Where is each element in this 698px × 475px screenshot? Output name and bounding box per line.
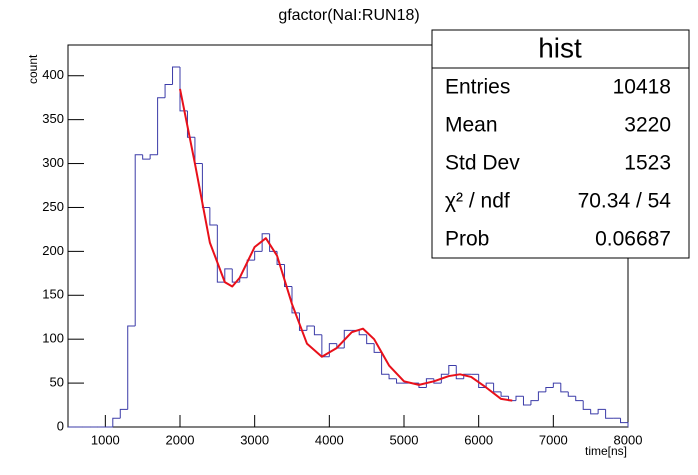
y-tick-label: 0 xyxy=(57,418,64,433)
histogram-bin xyxy=(388,374,397,380)
histogram-bin xyxy=(381,352,390,375)
y-tick-label: 350 xyxy=(42,111,64,126)
histogram-bin xyxy=(112,417,121,427)
histogram-bin xyxy=(515,395,524,401)
histogram-bin xyxy=(306,325,315,331)
x-tick-label: 3000 xyxy=(240,432,269,447)
stats-label: Std Dev xyxy=(445,152,520,175)
y-axis-label: count xyxy=(26,54,40,84)
histogram-bin xyxy=(433,378,442,384)
x-tick-label: 1000 xyxy=(91,432,120,447)
x-axis-label: time[ns] xyxy=(585,444,627,458)
stats-value: 1523 xyxy=(624,152,671,175)
histogram-bin xyxy=(239,277,248,283)
histogram-bin xyxy=(164,84,173,98)
x-tick-label: 7000 xyxy=(539,432,568,447)
histogram-bin xyxy=(186,110,195,138)
histogram-bin xyxy=(298,312,307,331)
histogram-bin xyxy=(620,418,629,427)
histogram-bin xyxy=(157,97,166,155)
y-tick-label: 150 xyxy=(42,287,64,302)
histogram-bin xyxy=(284,264,292,287)
histogram-bin xyxy=(291,286,300,314)
histogram-bin xyxy=(575,396,584,402)
histogram-bin xyxy=(127,325,136,410)
stats-value: 70.34 / 54 xyxy=(578,190,672,213)
histogram-bin xyxy=(448,365,457,375)
histogram-bin xyxy=(224,268,233,283)
stats-box: hist Entries 10418 Mean 3220 Std Dev 1523 χ² /… xyxy=(431,29,690,259)
x-tick-label: 5000 xyxy=(390,432,419,447)
histogram-bin xyxy=(522,396,531,406)
stats-value: 10418 xyxy=(613,76,671,99)
histogram-bin xyxy=(440,373,449,384)
histogram-bin xyxy=(493,383,502,393)
histogram-bin xyxy=(172,66,180,85)
y-tick-label: 400 xyxy=(42,67,64,82)
fit-curve xyxy=(179,88,513,402)
histogram-bin xyxy=(343,329,352,348)
histogram-bin xyxy=(313,326,322,336)
x-tick-label: 4000 xyxy=(315,432,344,447)
histogram-bin xyxy=(545,386,554,392)
histogram-bin xyxy=(590,409,599,415)
histogram-bin xyxy=(396,378,404,384)
histogram-bin xyxy=(537,391,546,401)
stats-value: 0.06687 xyxy=(595,228,671,251)
histogram-bin xyxy=(142,154,151,160)
y-tick-label: 300 xyxy=(42,155,64,170)
histogram-bin xyxy=(209,207,218,226)
stats-label: χ² / ndf xyxy=(445,190,510,213)
histogram-bin xyxy=(194,137,203,165)
y-tick-label: 200 xyxy=(42,243,64,258)
histogram-bin xyxy=(530,400,539,406)
x-tick-label: 8000 xyxy=(614,432,643,447)
stats-label: Mean xyxy=(445,114,498,137)
histogram-bin xyxy=(455,365,464,380)
histogram-bin xyxy=(560,383,569,393)
histogram-bin xyxy=(246,259,255,278)
histogram-bin xyxy=(201,163,210,208)
histogram-bin xyxy=(261,233,270,252)
x-tick-label: 6000 xyxy=(464,432,493,447)
x-tick-label: 2000 xyxy=(166,432,195,447)
y-tick-label: 100 xyxy=(42,331,64,346)
y-tick-label: 50 xyxy=(50,375,64,390)
histogram-bin xyxy=(149,154,158,160)
histogram-bin xyxy=(216,225,225,283)
stats-label: Entries xyxy=(445,76,510,99)
histogram-bin xyxy=(605,409,614,419)
histogram-bin xyxy=(425,378,434,388)
stats-label: Prob xyxy=(445,228,489,251)
histogram-bin xyxy=(358,330,367,336)
histogram-bin xyxy=(119,408,128,419)
histogram-bin xyxy=(254,250,263,261)
histogram-bin xyxy=(485,382,494,388)
histogram-bin xyxy=(373,343,382,353)
stats-value: 3220 xyxy=(624,114,671,137)
histogram-bin xyxy=(597,408,606,414)
histogram-bin xyxy=(567,391,576,397)
chart-title: gfactor(NaI:RUN18) xyxy=(278,7,419,24)
histogram-bin xyxy=(366,334,375,345)
histogram-bin xyxy=(478,374,487,388)
histogram-bin xyxy=(134,154,143,327)
stats-frame xyxy=(431,29,690,259)
y-tick-label: 250 xyxy=(42,199,64,214)
histogram-bin xyxy=(552,382,561,388)
histogram-bin xyxy=(582,400,591,410)
stats-title: hist xyxy=(538,32,582,63)
histogram-bin xyxy=(500,391,509,397)
